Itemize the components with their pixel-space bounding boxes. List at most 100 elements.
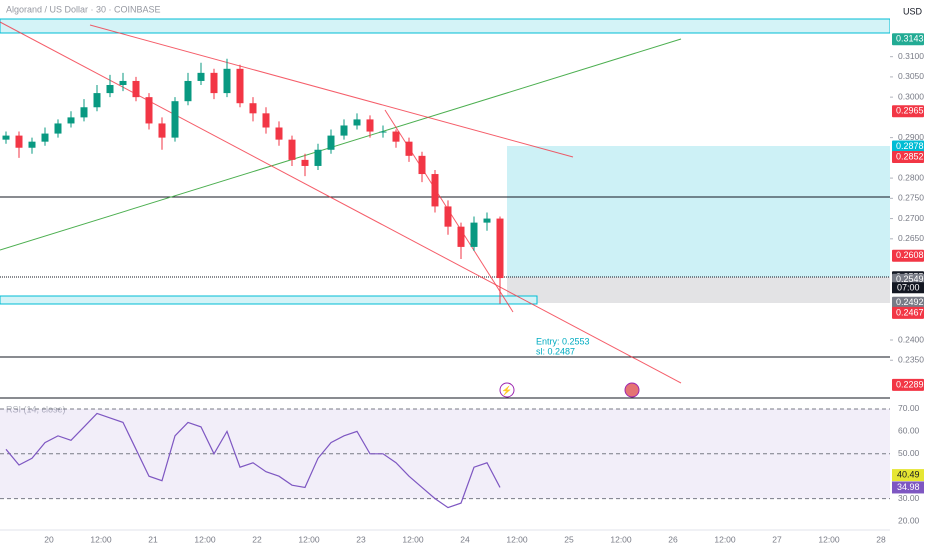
candle-body [106,85,114,94]
candle-body [392,131,400,142]
price-label: 0.2467 [896,307,924,317]
candle-body [28,141,36,148]
candle-body [197,72,205,81]
candle-body [418,155,426,175]
price-label: 0.2289 [896,379,924,389]
price-label-box [892,249,924,262]
price-label: 0.2852 [896,151,924,161]
candle-body [444,206,452,227]
rsi-tick-label: 50.00 [898,448,920,458]
chart-title: Algorand / US Dollar · 30 · COINBASE [6,4,161,14]
candle-body [158,123,166,138]
candle-body [67,117,75,124]
x-tick-label: 25 [564,534,574,544]
candle-body [93,93,101,108]
candle-body [353,119,361,126]
candle-body [340,125,348,136]
candle-body [119,80,127,85]
candle-body [496,218,504,279]
price-label: 0.2878 [896,141,924,151]
x-tick-label: 12:00 [714,534,736,544]
rsi-line [5,412,501,509]
candle-body [288,139,296,160]
rsi-value-box [892,469,924,482]
countdown: 07:00 [897,283,920,293]
rsi-tick-label: 30.00 [898,493,920,503]
rsi-tick-label: 70.00 [898,403,920,413]
rsi-value-label: 34.98 [897,482,920,492]
price-label: 0.3143 [896,34,924,44]
price-label-box [892,378,924,391]
x-tick-label: 20 [44,534,54,544]
candle-body [41,133,49,142]
price-label: 0.2965 [896,106,924,116]
x-tick-label: 12:00 [610,534,632,544]
currency: USD [903,6,923,16]
candle-body [470,222,478,247]
x-tick-label: 23 [356,534,366,544]
price-label: 0.2549 [896,274,924,284]
y-tick-label: 0.3000 [898,91,924,101]
candle-body [483,218,491,223]
candle-body [301,159,309,166]
x-tick-label: 12:00 [818,534,840,544]
candle-body [379,131,387,133]
price-label-box [892,306,924,319]
price-label-box [892,151,924,164]
trend-line [0,21,682,384]
x-tick-label: 12:00 [194,534,216,544]
candle-body [210,72,218,94]
candle-body [275,127,283,140]
candle-body [2,135,10,140]
x-tick-label: 22 [252,534,262,544]
candle-body [405,141,413,156]
candle-body [262,113,270,128]
price-label-box [892,140,924,153]
y-tick-label: 0.2350 [898,354,924,364]
price-label-box [892,33,924,46]
candle-body [236,68,244,104]
x-tick-label: 24 [460,534,470,544]
trend-line [0,38,682,251]
y-tick-label: 0.3100 [898,51,924,61]
event-icon[interactable] [624,382,640,398]
candle-body [184,80,192,102]
x-tick-label: 28 [876,534,886,544]
candle-body [145,97,153,124]
candle-body [366,119,374,132]
candle-body [132,80,140,98]
x-tick-label: 12:00 [90,534,112,544]
entry-label: Entry: 0.2553 [536,336,590,346]
candle-body [314,149,322,166]
supply-zone [0,18,891,34]
stop-zone [507,277,890,303]
price-label: 0.2608 [896,250,924,260]
event-icon[interactable] [499,382,515,398]
x-tick-label: 26 [668,534,678,544]
price-label: 0.2492 [896,297,924,307]
candle-body [457,226,465,247]
sl-label: sl: 0.2487 [536,346,575,356]
price-label-box [892,296,924,309]
y-tick-label: 0.2700 [898,213,924,223]
demand-zone [0,295,538,305]
candle-body [249,103,257,114]
y-tick-label: 0.2650 [898,233,924,243]
candle-body [171,101,179,138]
trend-line [89,24,574,158]
y-tick-label: 0.3050 [898,71,924,81]
x-tick-label: 21 [148,534,158,544]
y-tick-label: 0.2400 [898,334,924,344]
candle-body [327,135,335,150]
y-tick-label: 0.2750 [898,193,924,203]
rsi-value-box [892,481,924,494]
x-tick-label: 27 [772,534,782,544]
x-tick-label: 12:00 [298,534,320,544]
x-tick-label: 12:00 [402,534,424,544]
rsi-tick-label: 60.00 [898,426,920,436]
candle-body [80,107,88,118]
candle-body [431,174,439,207]
countdown-box [892,282,924,294]
target-zone [507,146,890,277]
